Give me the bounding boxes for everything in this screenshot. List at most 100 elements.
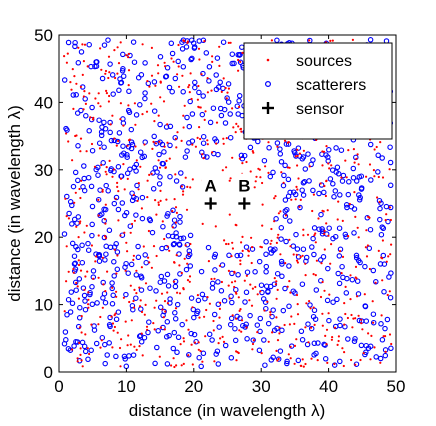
source-point (250, 304, 254, 307)
scatterer-point (191, 331, 198, 338)
source-point (222, 77, 225, 80)
scatterer-point (300, 246, 307, 252)
scatterer-point (298, 328, 305, 335)
source-point (189, 242, 192, 246)
x-axis-label: distance (in wavelength λ) (129, 401, 326, 420)
source-point (190, 97, 193, 101)
scatterer-point (152, 165, 159, 171)
scatterer-point (227, 111, 233, 117)
source-point (84, 275, 87, 278)
source-point (138, 345, 141, 348)
source-point (97, 323, 100, 326)
scatterer-point (196, 89, 202, 96)
scatterer-point (127, 223, 134, 229)
source-point (307, 341, 310, 344)
scatterer-point (76, 276, 83, 282)
source-point (183, 257, 186, 260)
source-point (365, 255, 369, 258)
scatterer-point (263, 263, 270, 270)
scatterer-point (75, 214, 82, 220)
source-point (107, 100, 110, 103)
scatterer-point (222, 342, 229, 349)
scatterer-point (274, 270, 281, 277)
scatterer-point (370, 319, 377, 326)
source-point (381, 257, 384, 260)
scatterer-point (279, 273, 285, 280)
scatterer-point (186, 123, 193, 130)
source-point (206, 77, 209, 80)
scatterer-point (95, 196, 102, 203)
scatterer-point (311, 340, 318, 347)
source-point (83, 43, 87, 46)
source-point (270, 39, 273, 42)
scatterer-point (200, 350, 207, 357)
source-point (330, 338, 333, 341)
source-point (238, 309, 241, 312)
source-point (255, 175, 258, 178)
source-point (180, 364, 183, 367)
source-point (71, 68, 74, 71)
source-point (355, 157, 358, 160)
scatterer-point (212, 136, 218, 142)
source-point (210, 89, 213, 92)
source-point (248, 299, 251, 302)
source-point (337, 200, 340, 203)
source-point (135, 348, 138, 351)
scatterer-point (157, 304, 164, 311)
source-point (308, 39, 311, 42)
legend-scatterers-label: scatterers (296, 77, 366, 94)
source-point (312, 306, 315, 309)
scatterer-point (165, 233, 172, 239)
source-point (218, 316, 221, 319)
source-point (297, 177, 300, 180)
source-point (118, 346, 122, 350)
source-point (361, 328, 364, 331)
source-point (218, 64, 221, 67)
source-point (288, 323, 291, 326)
scatterer-point (274, 140, 281, 146)
scatterer-point (198, 268, 205, 275)
source-point (323, 248, 326, 251)
scatterer-point (353, 255, 360, 261)
source-point (108, 71, 111, 74)
source-point (73, 201, 76, 204)
source-point (148, 261, 151, 264)
scatterer-point (167, 296, 173, 302)
scatterer-point (325, 154, 331, 160)
source-point (122, 124, 125, 127)
source-point (113, 137, 116, 140)
source-point (141, 43, 144, 46)
source-point (310, 357, 313, 360)
scatterer-point (350, 165, 357, 172)
scatterer-point (177, 219, 183, 225)
scatterer-point (221, 298, 228, 304)
source-point (372, 169, 375, 172)
scatterer-point (133, 212, 139, 218)
scatterer-point (106, 340, 112, 346)
source-point (279, 253, 282, 256)
source-point (132, 258, 135, 261)
source-point (293, 322, 296, 325)
source-point (289, 291, 292, 294)
scatterer-point (293, 231, 299, 238)
source-point (159, 189, 162, 192)
scatterer-point (100, 160, 106, 166)
source-point (76, 357, 79, 360)
source-point (294, 198, 297, 201)
source-point (390, 342, 393, 346)
source-point (190, 343, 193, 346)
scatterer-point (142, 95, 148, 102)
source-point (125, 54, 128, 57)
source-point (343, 302, 346, 305)
source-point (325, 328, 329, 331)
source-point (101, 188, 104, 191)
source-point (225, 137, 228, 140)
source-point (344, 312, 347, 316)
source-point (354, 276, 357, 279)
source-point (114, 312, 117, 315)
source-point (115, 290, 118, 293)
source-point (80, 315, 83, 318)
source-point (215, 121, 219, 124)
source-point (370, 334, 373, 337)
scatterer-point (123, 260, 129, 267)
